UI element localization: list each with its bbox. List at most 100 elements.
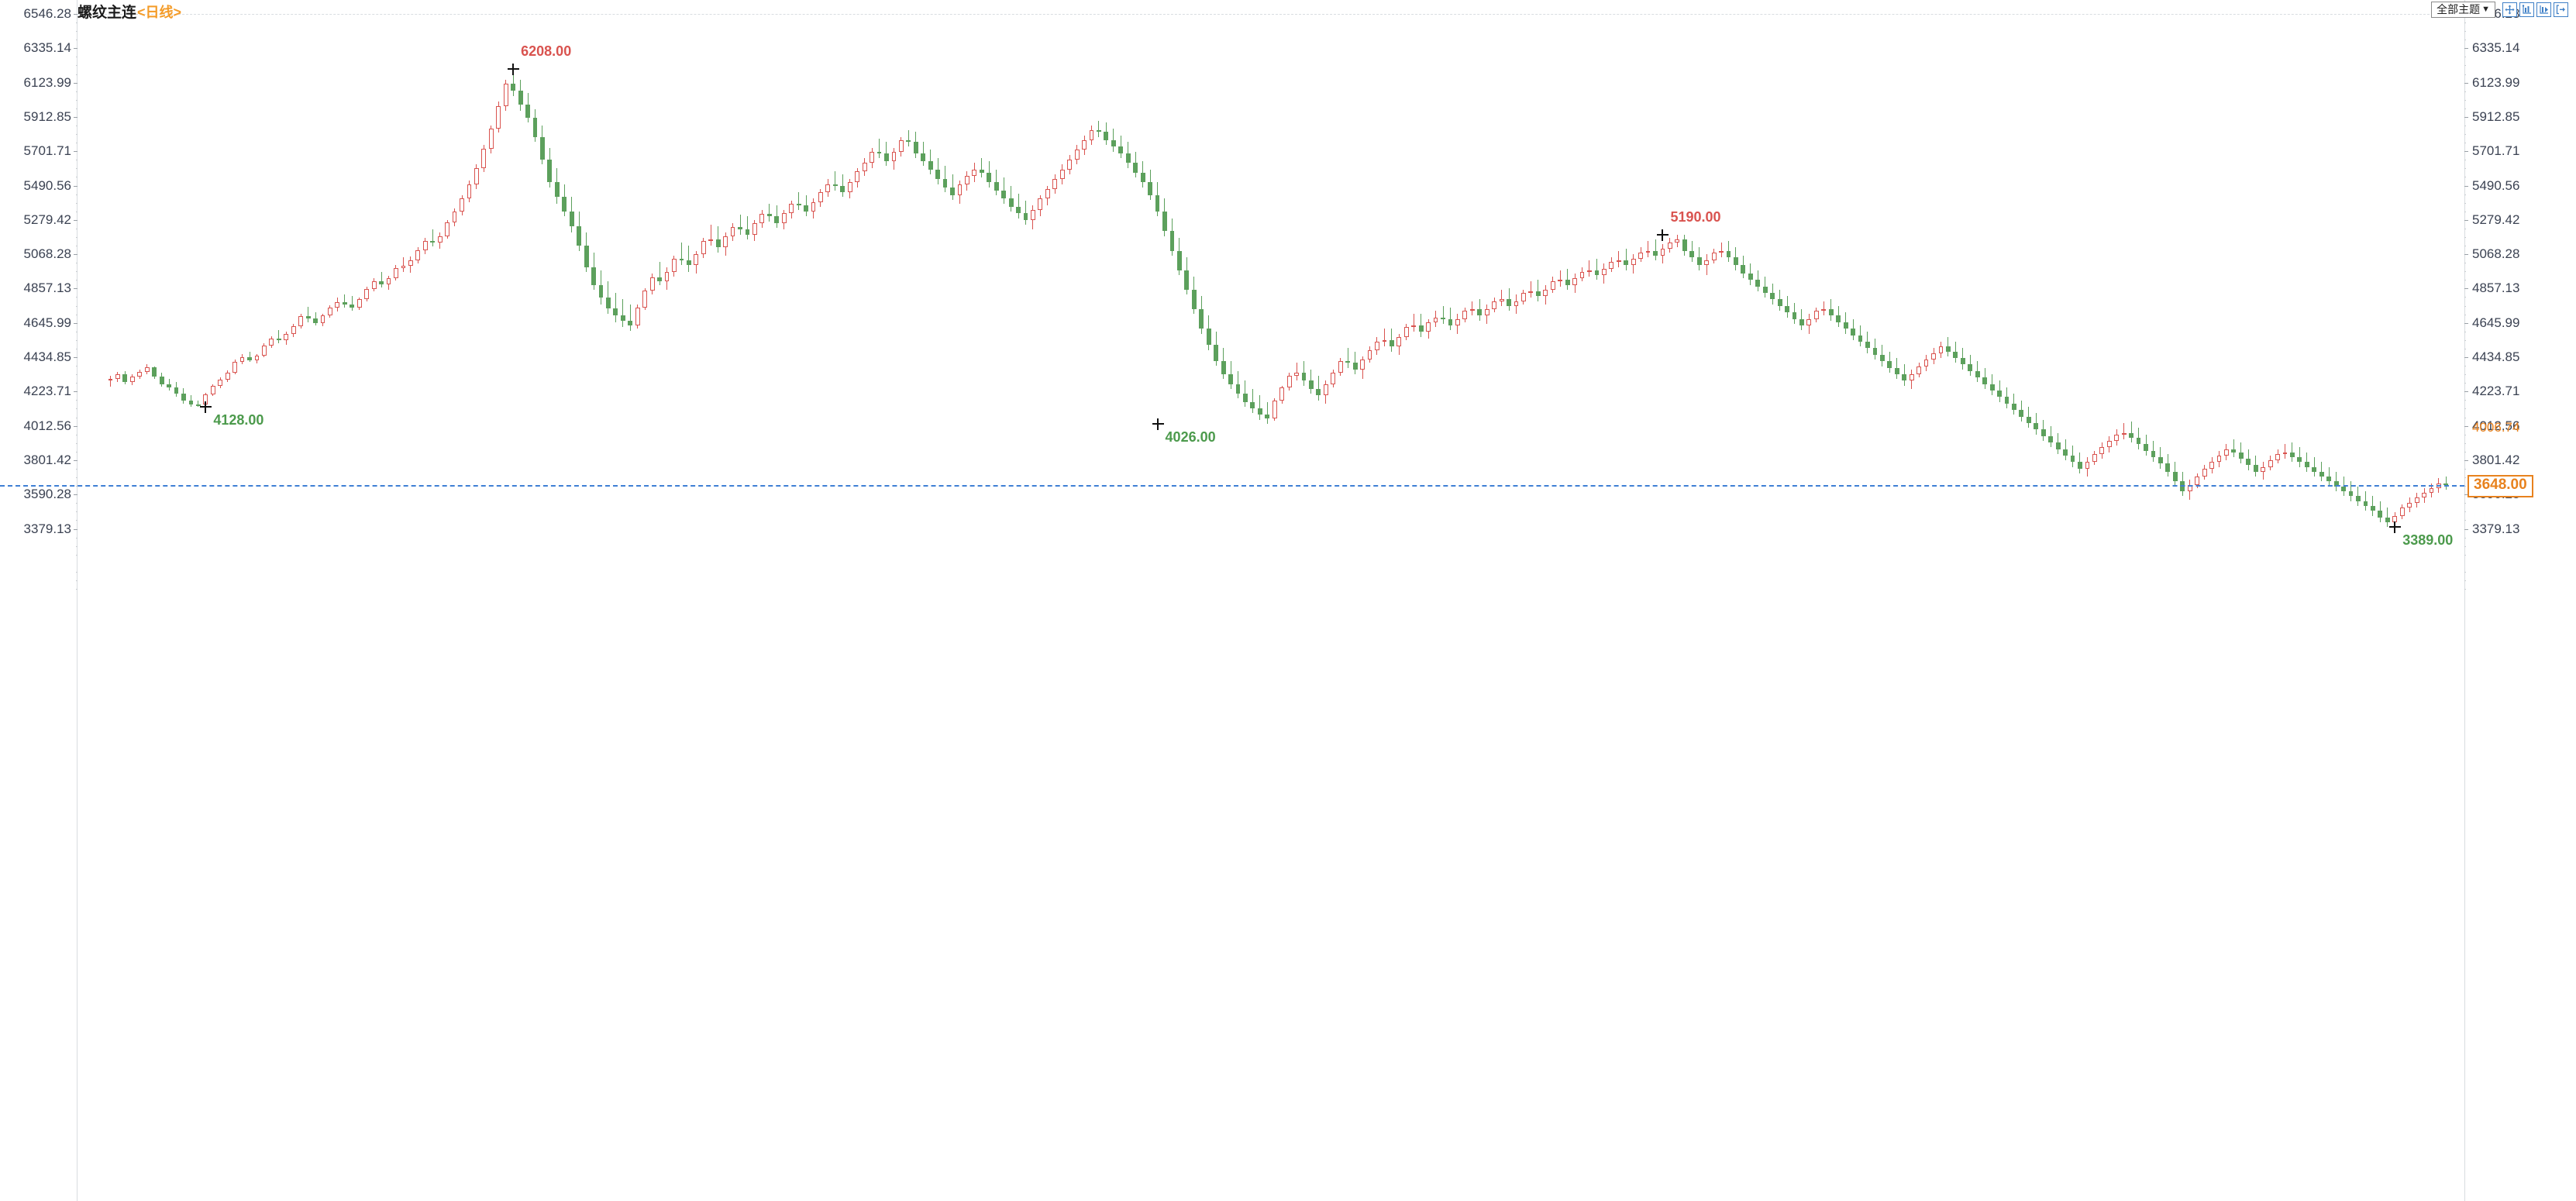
candle-body (1507, 299, 1511, 306)
candlestick (738, 0, 742, 1201)
candle-wick (615, 293, 616, 322)
candlestick (825, 0, 831, 1201)
candle-body (1616, 260, 1621, 263)
price-axis-right[interactable]: 6546.28 6335.14 6123.99 5912.85 5701.71 5490.… (2464, 0, 2576, 1201)
candlestick (2363, 0, 2368, 1201)
candlestick (591, 0, 596, 1201)
candle-body (1008, 198, 1014, 207)
candlestick (261, 0, 267, 1201)
candle-body (2151, 450, 2156, 457)
candlestick (928, 0, 933, 1201)
candlestick (460, 0, 464, 1201)
candle-body (1858, 335, 1863, 342)
candlestick (1403, 0, 1409, 1201)
candle-body (356, 299, 362, 308)
axis-minor-tick (76, 408, 77, 410)
candle-body (1469, 309, 1475, 311)
candlestick (1396, 0, 1402, 1201)
candlestick (921, 0, 926, 1201)
candle-body (1719, 250, 1724, 253)
high-marker-6208[interactable]: 6208.00 (77, 0, 2464, 1201)
candlestick (2144, 0, 2148, 1201)
candlestick (1594, 0, 1600, 1201)
price-axis-left[interactable]: 6546.28 6335.14 6123.99 5912.85 5701.71 5490.… (0, 0, 77, 1201)
candle-body (1433, 317, 1438, 322)
candle-body (1923, 360, 1929, 366)
candle-body (2370, 505, 2375, 511)
last-price-tag[interactable]: 3648.00 (2468, 475, 2533, 497)
candlestick (1587, 0, 1592, 1201)
candle-body (1059, 169, 1065, 180)
candlestick (1125, 0, 1131, 1201)
candle-body (2275, 453, 2280, 461)
theme-dropdown-label: 全部主题 (2437, 3, 2481, 15)
candlestick (2268, 0, 2273, 1201)
candle-body (1389, 339, 1394, 347)
candlestick (2099, 0, 2105, 1201)
candle-body (781, 213, 787, 223)
candle-wick (1618, 250, 1620, 267)
axis-minor-tick (76, 91, 77, 92)
axis-tick-label: 4857.13 (2472, 280, 2520, 296)
candlestick (335, 0, 340, 1201)
candle-body (562, 197, 567, 212)
candle-body (1645, 250, 1651, 253)
axis-tick-label: 3379.13 (23, 521, 71, 536)
candlestick (445, 0, 450, 1201)
plot-area[interactable]: 6208.00 5190.00 4128.00 4026.00 3389.00 (77, 0, 2464, 1201)
candlestick (1521, 0, 1526, 1201)
candle-body (1301, 372, 1307, 381)
axis-tick-mark (74, 82, 77, 84)
high-marker-5190[interactable]: 5190.00 (77, 0, 2464, 1201)
candlestick (276, 0, 281, 1201)
candle-body (1118, 146, 1124, 153)
candle-body (239, 356, 245, 362)
candlestick (503, 0, 508, 1201)
candlestick (1579, 0, 1585, 1201)
candle-body (1162, 212, 1167, 232)
low-marker-4128[interactable]: 4128.00 (77, 0, 2464, 1201)
candle-body (1777, 299, 1782, 306)
candle-body (2414, 497, 2419, 503)
axis-tick-mark (2464, 288, 2468, 290)
candlestick (1711, 0, 1717, 1201)
axis-minor-tick (76, 520, 77, 521)
candle-body (474, 167, 479, 184)
crosshair-move-icon[interactable] (2502, 2, 2517, 17)
candle-body (518, 90, 523, 105)
candle-body (701, 240, 706, 254)
candlestick (2202, 0, 2207, 1201)
candle-body (2319, 471, 2324, 477)
candle-wick (1252, 388, 1253, 414)
low-marker-3389[interactable]: 3389.00 (77, 0, 2464, 1201)
candlestick (305, 0, 311, 1201)
candle-body (1250, 401, 1255, 409)
axis-right-rule (2464, 0, 2465, 1201)
candle-body (2085, 462, 2090, 469)
chart-align-right-icon[interactable] (2536, 2, 2551, 17)
candlestick (137, 0, 143, 1201)
candle-body (2158, 457, 2163, 464)
axis-tick-mark (74, 528, 77, 530)
candle-wick (2357, 486, 2359, 506)
axis-tick-label: 4012.56 (2472, 418, 2520, 433)
candle-body (1917, 366, 1922, 374)
candle-body (1001, 190, 1007, 199)
marker-price-label: 3389.00 (2402, 532, 2454, 549)
chart-title: 螺纹主连<日线> (77, 1, 181, 22)
theme-dropdown[interactable]: 全部主题 ▼ (2431, 2, 2495, 18)
symbol-name: 螺纹主连 (77, 5, 137, 21)
candle-body (1543, 289, 1548, 297)
candlestick (1008, 0, 1014, 1201)
chart-align-left-icon[interactable] (2519, 2, 2534, 17)
candle-wick (1266, 401, 1268, 424)
candle-body (1989, 384, 1995, 391)
candlestick (320, 0, 325, 1201)
axis-minor-tick (2464, 580, 2466, 581)
candlestick (1528, 0, 1534, 1201)
low-marker-4026[interactable]: 4026.00 (77, 0, 2464, 1201)
axis-minor-tick (76, 339, 77, 341)
candlestick (1133, 0, 1138, 1201)
export-arrow-icon[interactable] (2554, 2, 2568, 17)
candle-body (2312, 466, 2317, 472)
